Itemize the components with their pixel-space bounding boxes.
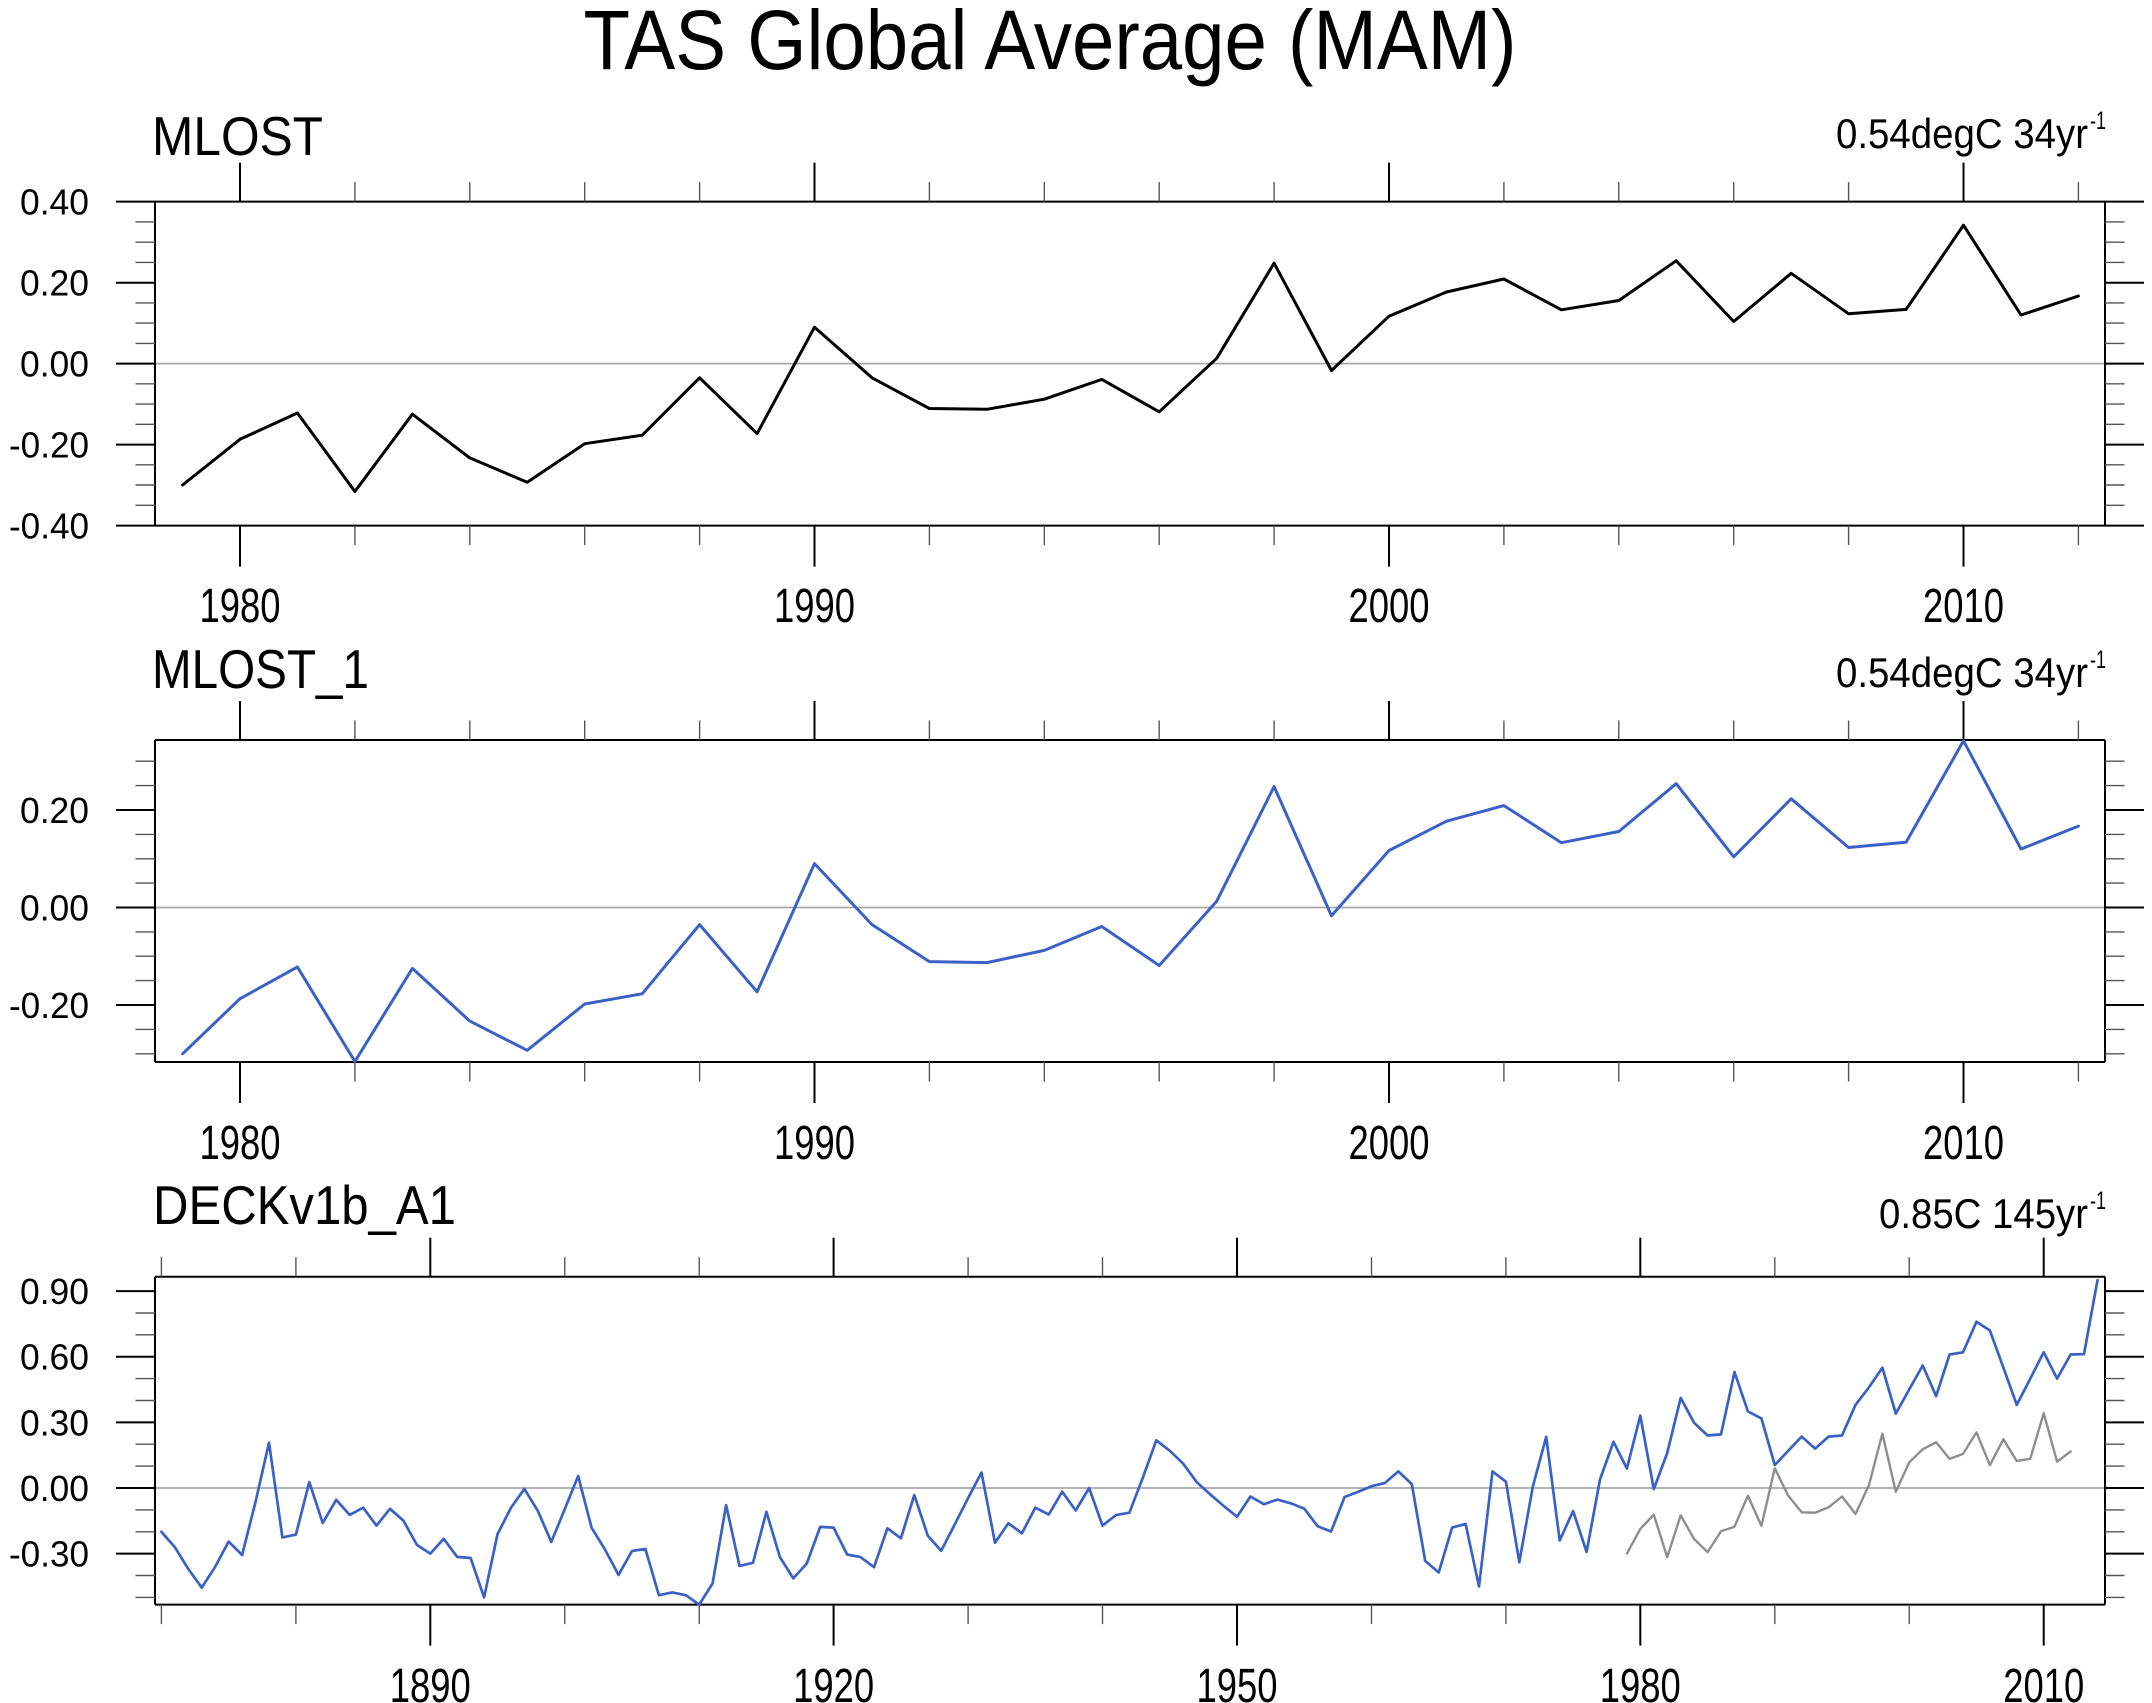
svg-text:1990: 1990 xyxy=(774,1117,855,1170)
svg-text:1980: 1980 xyxy=(1600,1660,1681,1703)
svg-text:1920: 1920 xyxy=(793,1660,874,1703)
svg-text:0.00: 0.00 xyxy=(20,1468,89,1509)
svg-text:2000: 2000 xyxy=(1349,580,1430,633)
svg-text:0.00: 0.00 xyxy=(20,887,89,928)
svg-text:-1: -1 xyxy=(2090,646,2106,674)
svg-text:MLOST: MLOST xyxy=(152,105,323,167)
svg-text:-0.20: -0.20 xyxy=(9,424,89,465)
svg-text:0.60: 0.60 xyxy=(20,1337,89,1378)
svg-text:2010: 2010 xyxy=(2003,1660,2084,1703)
svg-text:0.00: 0.00 xyxy=(20,344,89,385)
svg-text:-0.20: -0.20 xyxy=(9,985,89,1026)
svg-text:2010: 2010 xyxy=(1923,1117,2004,1170)
svg-text:0.54degC 34yr: 0.54degC 34yr xyxy=(1836,649,2088,696)
svg-text:DECKv1b_A1: DECKv1b_A1 xyxy=(153,1174,456,1236)
svg-text:TAS Global Average (MAM): TAS Global Average (MAM) xyxy=(584,0,1517,87)
svg-text:-1: -1 xyxy=(2090,107,2106,135)
svg-text:0.20: 0.20 xyxy=(20,263,89,304)
svg-text:1980: 1980 xyxy=(200,580,281,633)
svg-text:-0.40: -0.40 xyxy=(9,505,89,546)
svg-text:2010: 2010 xyxy=(1923,580,2004,633)
svg-text:1980: 1980 xyxy=(200,1117,281,1170)
svg-text:0.30: 0.30 xyxy=(20,1402,89,1443)
svg-text:-1: -1 xyxy=(2090,1187,2106,1215)
svg-text:-0.30: -0.30 xyxy=(9,1534,89,1575)
svg-text:1990: 1990 xyxy=(774,580,855,633)
svg-text:2000: 2000 xyxy=(1349,1117,1430,1170)
svg-text:1890: 1890 xyxy=(390,1660,471,1703)
svg-text:0.90: 0.90 xyxy=(20,1271,89,1312)
svg-text:1950: 1950 xyxy=(1197,1660,1278,1703)
svg-text:MLOST_1: MLOST_1 xyxy=(152,638,369,700)
svg-text:0.20: 0.20 xyxy=(20,790,89,831)
svg-text:0.40: 0.40 xyxy=(20,182,89,223)
svg-text:0.85C 145yr: 0.85C 145yr xyxy=(1879,1190,2088,1237)
svg-text:0.54degC 34yr: 0.54degC 34yr xyxy=(1836,110,2088,157)
